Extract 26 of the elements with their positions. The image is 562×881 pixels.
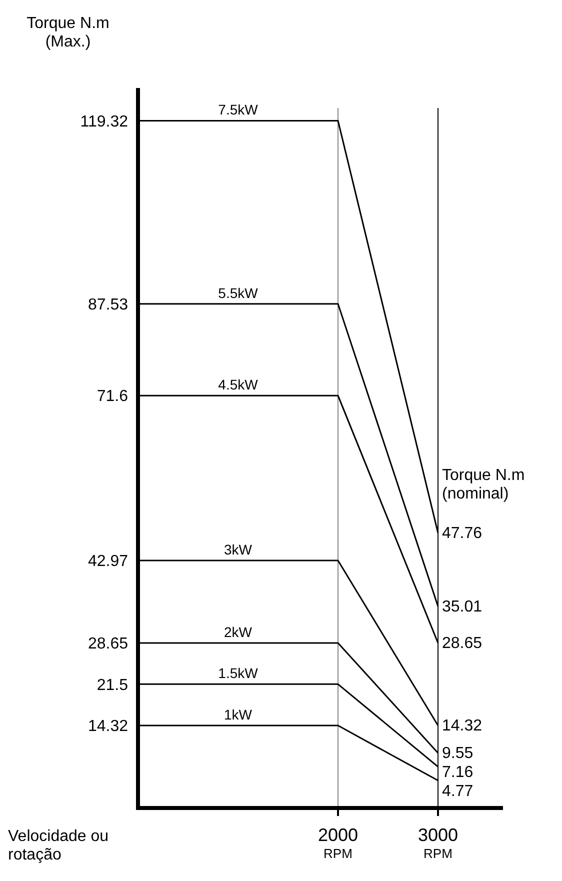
- data-label: 9.55: [442, 744, 474, 762]
- y-axis-title: Torque N.m (Max.): [26, 15, 110, 50]
- data-label: 7.16: [442, 764, 474, 781]
- data-label: 35.01: [442, 598, 482, 616]
- y-tick-label: 119.32: [80, 113, 128, 130]
- x-tick-label: 2000 RPM: [318, 825, 358, 861]
- data-label: 14.32: [442, 718, 482, 735]
- y-tick-label: 71.6: [96, 388, 128, 406]
- y-tick-label: 42.97: [88, 553, 128, 570]
- series-label: 5.5kW: [218, 284, 259, 301]
- y-tick-label: 87.53: [88, 296, 128, 314]
- y-tick-label: 21.5: [96, 676, 128, 694]
- series-label: 2kW: [224, 624, 253, 640]
- y-tick-label: 14.32: [88, 718, 128, 736]
- data-label: 28.65: [442, 634, 482, 652]
- y-tick-label: 28.65: [88, 636, 128, 653]
- series-label: 1kW: [224, 706, 253, 723]
- series-label: 3kW: [224, 541, 253, 558]
- x-tick-label: 3000 RPM: [418, 825, 458, 861]
- data-label: 47.76: [442, 524, 482, 542]
- series-label: 7.5kW: [218, 102, 259, 118]
- series-label: 1.5kW: [218, 665, 259, 682]
- data-label: 4.77: [442, 782, 474, 800]
- series-label: 4.5kW: [218, 376, 259, 393]
- x-axis-title: Velocidade ou rotação: [8, 828, 109, 864]
- y2-axis-title: Torque N.m (nominal): [442, 466, 525, 502]
